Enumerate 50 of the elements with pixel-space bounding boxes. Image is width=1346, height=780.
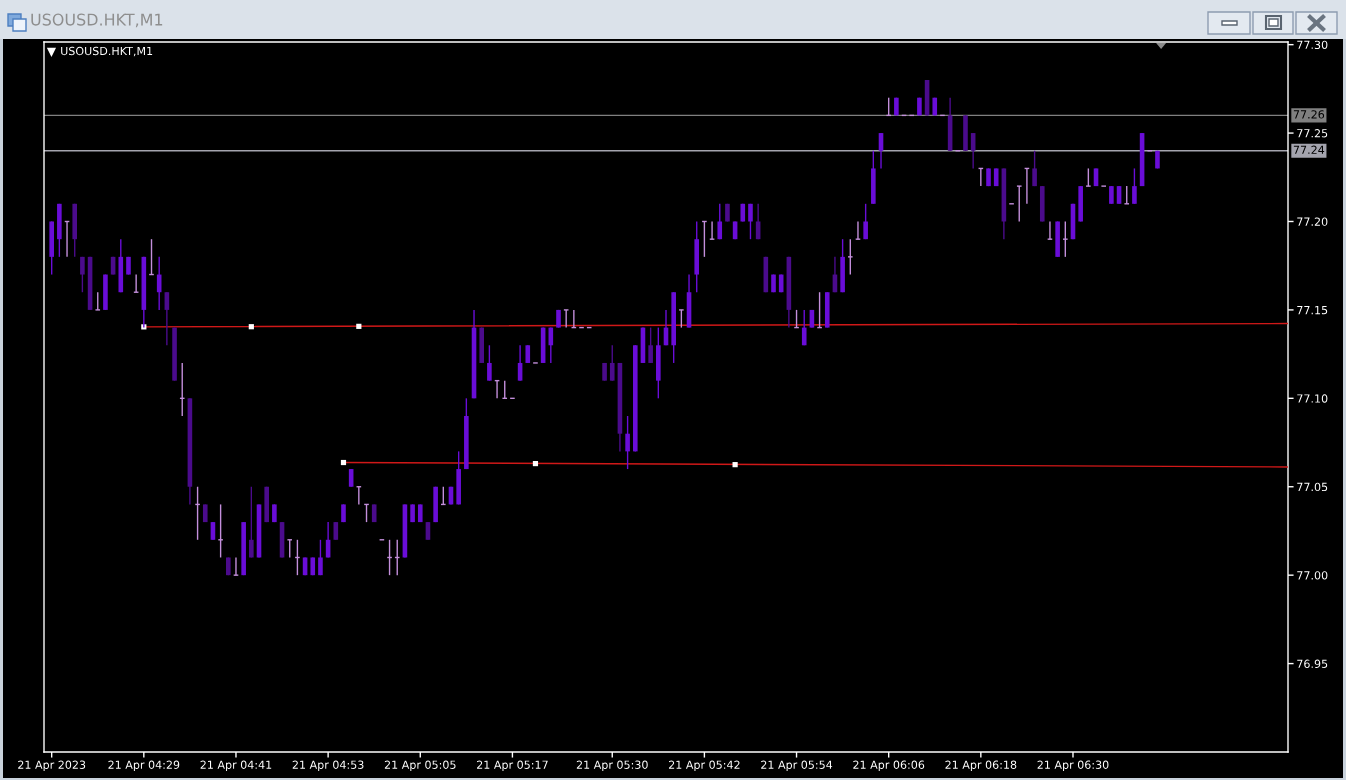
chart-subtitle: USOUSD.HKT,M1 xyxy=(61,46,153,57)
x-tick-label: 21 Apr 05:17 xyxy=(477,760,548,772)
y-tick-label: 77.30 xyxy=(1297,40,1328,50)
candlestick xyxy=(609,344,615,382)
point xyxy=(532,460,539,467)
candlestick xyxy=(717,203,723,240)
candlestick xyxy=(847,238,854,276)
candlestick xyxy=(1046,220,1053,240)
y-tick-label: 77.25 xyxy=(1297,129,1328,138)
candlestick xyxy=(1132,167,1137,205)
ref-line-label: 77.26 xyxy=(1293,110,1325,119)
x-tick-label: 21 Apr 04:41 xyxy=(200,760,272,772)
candlestick xyxy=(487,344,492,382)
point xyxy=(248,324,254,330)
candlestick xyxy=(748,203,753,240)
x-tick-label: 21 Apr 06:18 xyxy=(945,760,1017,772)
y-tick-label: 76.95 xyxy=(1297,659,1328,668)
chart-title: USOUSD.HKT,M1 xyxy=(31,13,163,28)
x-tick-label: 21 Apr 04:29 xyxy=(108,760,180,772)
candlestick xyxy=(1016,185,1023,223)
x-tick-label: 21 Apr 04:53 xyxy=(292,760,364,772)
candlestick xyxy=(249,486,254,559)
candlestick xyxy=(863,203,868,240)
x-tick-label: 21 Apr 05:54 xyxy=(761,760,833,772)
point xyxy=(732,462,738,468)
point xyxy=(340,459,347,466)
candlestick xyxy=(563,309,570,329)
candlestick xyxy=(1062,220,1069,258)
x-tick-label: 21 Apr 2023 xyxy=(18,760,86,772)
y-tick-label: 77.15 xyxy=(1297,306,1328,315)
x-tick-label: 21 Apr 05:30 xyxy=(576,760,648,772)
candlestick xyxy=(625,415,630,470)
candlestick xyxy=(232,556,239,576)
ref-line-label: 77.24 xyxy=(1293,145,1325,154)
candlestick xyxy=(80,256,85,293)
y-tick-label: 77.10 xyxy=(1297,394,1328,403)
x-tick-label: 21 Apr 06:30 xyxy=(1037,760,1109,772)
candlestick xyxy=(709,220,716,240)
y-tick-label: 77.20 xyxy=(1297,217,1328,226)
candlestick xyxy=(318,539,323,576)
point xyxy=(356,323,362,329)
candlestick xyxy=(854,220,861,240)
x-tick-label: 21 Apr 06:06 xyxy=(853,760,925,772)
y-tick-label: 77.05 xyxy=(1297,482,1328,492)
x-tick-label: 21 Apr 05:42 xyxy=(668,760,740,772)
candlestick xyxy=(801,309,807,346)
y-tick-label: 77.00 xyxy=(1297,571,1328,580)
x-tick-label: 21 Apr 05:05 xyxy=(384,760,456,772)
candlestick xyxy=(1032,150,1037,187)
candlestick xyxy=(648,326,653,364)
